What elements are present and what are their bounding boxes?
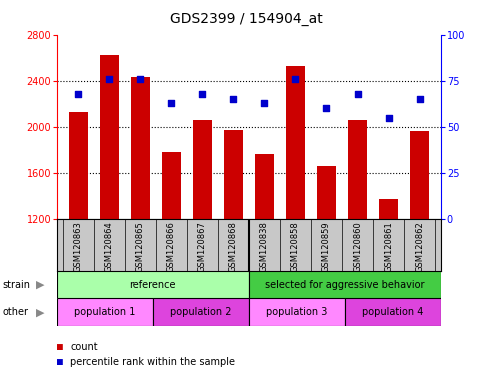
Text: GSM120863: GSM120863 — [74, 221, 83, 272]
Text: ▶: ▶ — [36, 307, 44, 317]
Bar — [286, 66, 305, 219]
Point — [322, 105, 330, 111]
Bar — [249, 271, 441, 298]
Bar — [57, 298, 153, 326]
Text: GDS2399 / 154904_at: GDS2399 / 154904_at — [170, 12, 323, 25]
Text: selected for aggressive behavior: selected for aggressive behavior — [265, 280, 425, 290]
Text: GSM120861: GSM120861 — [384, 221, 393, 272]
Point — [385, 114, 392, 121]
Text: GSM120838: GSM120838 — [260, 221, 269, 272]
Point — [260, 100, 268, 106]
Bar — [255, 154, 274, 219]
Text: other: other — [2, 307, 29, 317]
Text: GSM120864: GSM120864 — [105, 221, 114, 272]
Text: GSM120865: GSM120865 — [136, 221, 145, 272]
Text: ■: ■ — [57, 357, 63, 367]
Point — [230, 96, 238, 102]
Bar — [345, 298, 441, 326]
Bar — [57, 271, 249, 298]
Text: GSM120860: GSM120860 — [353, 221, 362, 272]
Point — [199, 91, 207, 97]
Text: GSM120866: GSM120866 — [167, 221, 176, 272]
Bar — [317, 166, 336, 219]
Text: ■: ■ — [57, 342, 63, 352]
Text: GSM120868: GSM120868 — [229, 221, 238, 272]
Bar — [249, 298, 345, 326]
Point — [291, 76, 299, 82]
Text: population 2: population 2 — [170, 307, 232, 317]
Text: reference: reference — [130, 280, 176, 290]
Point — [416, 96, 423, 102]
Bar — [410, 131, 429, 219]
Text: percentile rank within the sample: percentile rank within the sample — [70, 357, 236, 367]
Bar — [193, 120, 212, 219]
Bar — [162, 152, 181, 219]
Text: strain: strain — [2, 280, 31, 290]
Bar — [131, 77, 150, 219]
Text: population 1: population 1 — [74, 307, 136, 317]
Bar — [153, 298, 249, 326]
Point — [74, 91, 82, 97]
Bar — [224, 130, 243, 219]
Text: GSM120858: GSM120858 — [291, 221, 300, 272]
Point — [106, 76, 113, 82]
Point — [353, 91, 361, 97]
Bar — [69, 112, 88, 219]
Text: population 3: population 3 — [266, 307, 328, 317]
Bar — [379, 199, 398, 219]
Text: GSM120867: GSM120867 — [198, 221, 207, 272]
Bar — [348, 120, 367, 219]
Text: GSM120862: GSM120862 — [415, 221, 424, 272]
Text: count: count — [70, 342, 98, 352]
Point — [168, 100, 176, 106]
Point — [137, 76, 144, 82]
Text: GSM120859: GSM120859 — [322, 221, 331, 271]
Text: population 4: population 4 — [362, 307, 424, 317]
Text: ▶: ▶ — [36, 280, 44, 290]
Bar — [100, 55, 119, 219]
